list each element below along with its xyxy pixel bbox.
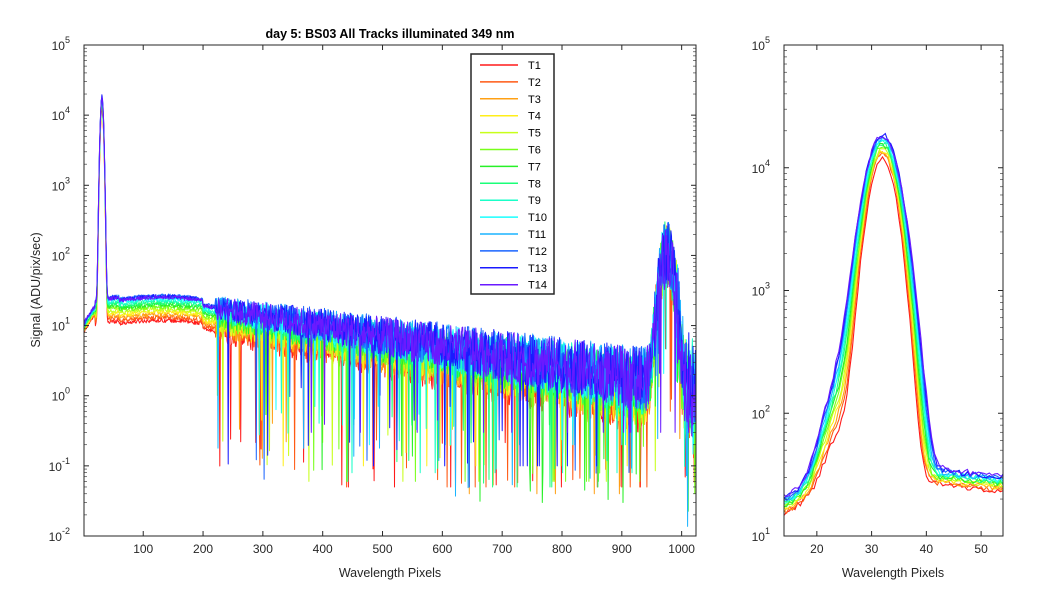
main-series-group (83, 94, 697, 527)
legend-label-T10: T10 (528, 212, 547, 224)
series-line-T14 (83, 97, 697, 437)
legend-items: T1 T2 T3 T4 T5 T6 T7 T8 T9 T10 T11 T12 T13 T14 (480, 60, 547, 292)
zoom-series-line-T4 (783, 149, 1004, 510)
zoom-y-tick-base: 10 (752, 285, 766, 299)
legend-label-T6: T6 (528, 145, 541, 157)
main-x-tick-label: 400 (313, 542, 333, 556)
zoom-series-line-T14 (783, 136, 1004, 498)
main-y-tick-exp: 3 (65, 175, 70, 185)
main-y-tick-base: 10 (52, 320, 66, 334)
main-y-tick-exp: 2 (65, 245, 70, 255)
main-axes: 100 200 300 400 500 600 700 800 900 100010-210-11… (29, 27, 697, 580)
main-y-tick-exp: 1 (65, 316, 70, 326)
legend-label-T9: T9 (528, 195, 541, 207)
legend-label-T5: T5 (528, 128, 541, 140)
main-y-tick-label: 102 (52, 245, 70, 263)
zoom-y-tick-exp: 1 (765, 526, 770, 536)
main-y-tick-exp: 5 (65, 35, 70, 45)
main-y-tick-exp: -2 (62, 526, 70, 536)
legend-label-T8: T8 (528, 178, 541, 190)
legend: T1 T2 T3 T4 T5 T6 T7 T8 T9 T10 T11 T12 T13 T14 (470, 53, 555, 295)
main-y-tick-base: 10 (52, 39, 66, 53)
zoom-series-group (783, 132, 1004, 516)
main-x-tick-label: 500 (373, 542, 393, 556)
main-y-tick-base: 10 (49, 530, 63, 544)
main-y-tick-label: 100 (52, 386, 70, 404)
zoom-y-tick-label: 101 (752, 526, 770, 544)
main-y-tick-label: 105 (52, 35, 70, 53)
main-y-tick-label: 10-1 (49, 456, 70, 474)
zoom-y-tick-label: 104 (752, 158, 770, 176)
zoom-y-tick-exp: 2 (765, 403, 770, 413)
zoom-y-tick-label: 105 (752, 35, 770, 53)
main-x-axis-label: Wavelength Pixels (339, 566, 441, 580)
main-y-tick-base: 10 (52, 179, 66, 193)
zoom-y-tick-base: 10 (752, 407, 766, 421)
main-x-tick-label: 900 (612, 542, 632, 556)
main-y-tick-label: 104 (52, 105, 70, 123)
main-y-tick-exp: 0 (65, 386, 70, 396)
legend-label-T11: T11 (528, 229, 546, 241)
main-x-tick-label: 100 (133, 542, 153, 556)
main-y-axis-label: Signal (ADU/pix/sec) (29, 232, 43, 347)
main-x-tick-label: 200 (193, 542, 213, 556)
zoom-x-axis-label: Wavelength Pixels (842, 566, 944, 580)
main-x-tick-label: 300 (253, 542, 273, 556)
main-plot-area (84, 45, 696, 536)
zoom-y-tick-exp: 4 (765, 158, 770, 168)
zoom-x-tick-label: 50 (974, 542, 988, 556)
zoom-y-tick-base: 10 (752, 530, 766, 544)
legend-label-T14: T14 (528, 280, 547, 292)
main-x-tick-label: 700 (492, 542, 512, 556)
main-y-tick-label: 101 (52, 316, 70, 334)
main-y-tick-base: 10 (52, 109, 66, 123)
zoom-y-tick-base: 10 (752, 39, 766, 53)
legend-label-T1: T1 (528, 60, 541, 72)
legend-label-T12: T12 (528, 246, 547, 258)
main-y-tick-base: 10 (52, 249, 66, 263)
zoom-y-tick-exp: 5 (765, 35, 770, 45)
zoom-x-tick-label: 20 (810, 542, 824, 556)
main-y-tick-label: 103 (52, 175, 70, 193)
zoom-series-line-T9 (783, 139, 1004, 505)
zoom-y-tick-exp: 3 (765, 281, 770, 291)
zoom-y-tick-base: 10 (752, 162, 766, 176)
main-axes-box (83, 44, 697, 537)
main-y-tick-exp: -1 (62, 456, 70, 466)
zoom-x-tick-label: 30 (865, 542, 879, 556)
main-y-tick-label: 10-2 (49, 526, 70, 544)
legend-box (470, 53, 555, 295)
zoom-y-tick-label: 102 (752, 403, 770, 421)
main-x-tick-label: 600 (432, 542, 452, 556)
main-y-tick-base: 10 (52, 390, 66, 404)
legend-label-T4: T4 (528, 111, 541, 123)
main-ticks: 100 200 300 400 500 600 700 800 900 100010-210-11… (49, 35, 696, 556)
legend-label-T2: T2 (528, 77, 541, 89)
zoom-series-line-T1 (783, 155, 1004, 516)
legend-label-T13: T13 (528, 263, 547, 275)
main-y-tick-exp: 4 (65, 105, 70, 115)
chart-title: day 5: BS03 All Tracks illuminated 349 n… (266, 27, 515, 41)
legend-label-T7: T7 (528, 161, 541, 173)
main-y-tick-base: 10 (49, 460, 63, 474)
main-x-tick-label: 1000 (668, 542, 695, 556)
main-x-tick-label: 800 (552, 542, 572, 556)
zoom-x-tick-label: 40 (920, 542, 934, 556)
legend-label-T3: T3 (528, 94, 541, 106)
zoom-y-tick-label: 103 (752, 281, 770, 299)
